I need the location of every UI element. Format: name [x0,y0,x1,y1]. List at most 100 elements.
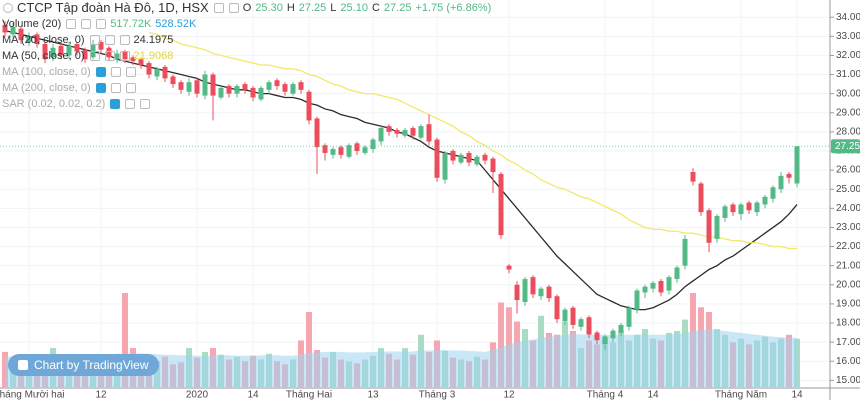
eye-icon[interactable] [95,83,106,93]
candle-body [10,26,16,35]
y-tick-label: 33.00 [836,31,860,42]
candle-body [490,158,496,173]
candle-body [338,147,344,155]
candle-body [234,86,240,94]
y-tick-label: 23.00 [836,222,860,233]
close-icon[interactable] [140,99,151,109]
hidden-legend: SAR (0.02, 0.02, 0.2) [2,96,491,112]
price-tag-label: 27.25 [835,141,860,152]
candle-body [586,317,592,335]
x-tick-label: Tháng Mười hai [0,390,65,400]
candle-body [730,204,736,213]
candle-body [634,290,640,310]
candle-body [538,288,544,297]
settings-icon[interactable] [104,51,115,61]
candle-body [194,80,200,94]
candle-body [218,87,224,98]
candle-body [186,82,192,92]
settings-icon[interactable] [110,67,121,77]
close-icon[interactable] [119,35,130,45]
candle-body [18,28,24,41]
settings-icon[interactable] [110,83,121,93]
settings-icon[interactable] [81,19,92,29]
candle-body [346,145,352,157]
candle-body [154,68,160,77]
volume-bar [498,302,504,388]
legend: CTCP Tập đoàn Hà Đô, 1D, HSX O 25.30 H 27.… [2,0,491,112]
candle-body [746,202,752,211]
candle-body [266,82,272,90]
candle-body [354,143,360,151]
ohlc-o: O [242,2,252,14]
candle-body [642,286,648,293]
candle-body [98,42,104,50]
candle-body [442,152,448,180]
candle-body [306,91,312,121]
close-icon[interactable] [119,51,130,61]
candle-body [674,267,680,280]
y-tick-label: 34.00 [836,12,860,23]
ohlc-h: H [286,2,295,14]
x-tick-label: 13 [367,390,379,400]
candle-body [282,84,288,92]
candle-body [546,286,552,299]
candle-body [298,82,304,90]
y-tick-label: 21.00 [836,260,860,271]
indicator-name: SAR (0.02, 0.02, 0.2) [2,98,106,110]
candle-body [202,74,208,96]
chart-title: CTCP Tập đoàn Hà Đô, 1D, HSX [17,0,209,15]
candle-body [666,277,672,291]
settings-icon[interactable] [104,35,115,45]
ma-value: 21.9068 [133,50,174,62]
x-tick-label: 14 [647,390,659,400]
candle-body [514,284,520,301]
settings-icon[interactable] [213,3,224,13]
y-tick-label: 19.00 [836,299,860,310]
candle-body [274,80,280,87]
candle-body [402,129,408,136]
candle-body [362,147,368,153]
candle-body [258,87,264,100]
candle-body [778,175,784,190]
candle-body [178,82,184,90]
y-tick-label: 22.00 [836,241,860,252]
x-tick-label: Tháng Năm [715,390,767,400]
candle-body [554,296,560,320]
settings-icon[interactable] [125,99,136,109]
x-tick-label: 2020 [186,390,209,400]
indicator-name: MA (100, close, 0) [2,66,91,78]
candle-body [290,84,296,94]
y-tick-label: 18.00 [836,318,860,329]
collapse-icon[interactable] [3,3,13,13]
close-icon[interactable] [96,19,107,29]
close-icon[interactable] [125,67,136,77]
y-tick-label: 24.00 [836,203,860,214]
candle-body [450,150,456,161]
candle-body [426,124,432,142]
ma-legend: MA (50, close, 0) 21.9068 [2,48,491,64]
y-tick-label: 15.00 [836,375,860,386]
ohlc-open: 25.30 [255,2,283,14]
ma-name: MA (20, close, 0) [2,34,85,46]
candle-body [130,57,136,62]
x-tick-label: 12 [95,390,107,400]
eye-icon[interactable] [95,67,106,77]
close-icon[interactable] [228,3,239,13]
close-icon[interactable] [125,83,136,93]
eye-icon[interactable] [66,19,77,29]
eye-icon[interactable] [89,51,100,61]
eye-icon[interactable] [89,35,100,45]
candle-body [690,172,696,182]
ma-line [4,29,798,311]
candle-body [394,129,400,134]
eye-icon[interactable] [110,99,121,109]
y-tick-label: 29.00 [836,107,860,118]
ma-line [148,31,798,250]
candle-body [330,149,336,155]
candle-body [562,309,568,322]
candle-body [714,215,720,239]
ohlc-high: 27.25 [298,2,327,14]
candle-body [42,43,48,60]
